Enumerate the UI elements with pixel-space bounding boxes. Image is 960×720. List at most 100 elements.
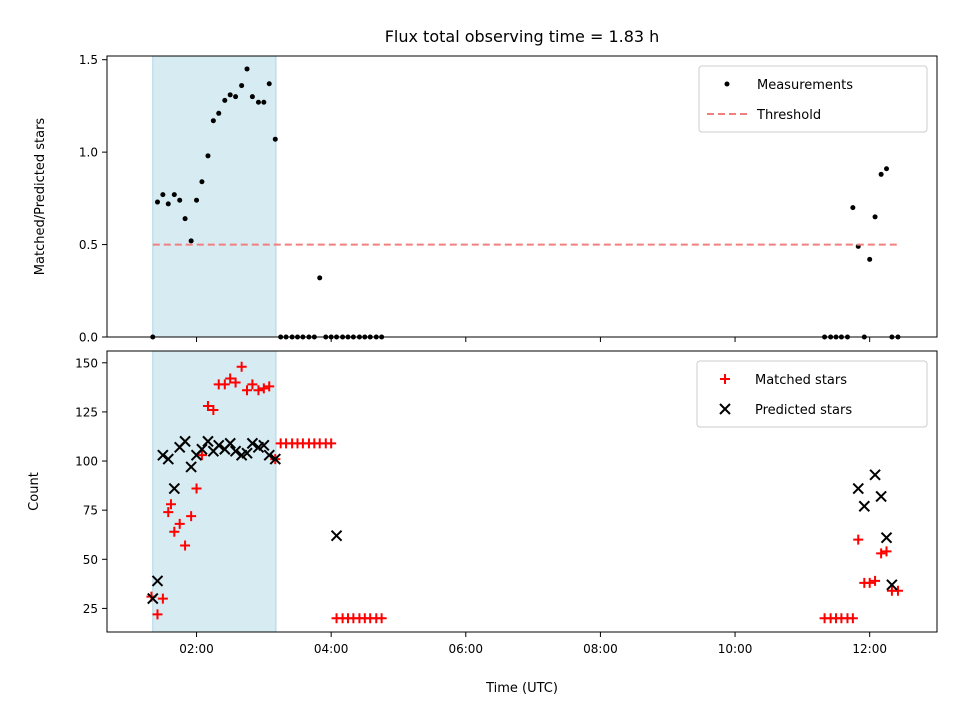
x-tick-label: 04:00: [314, 642, 349, 656]
y-tick-label: 1.5: [79, 53, 98, 67]
matched-star-point: [326, 438, 337, 449]
measurement-point: [233, 94, 239, 100]
measurement-point: [160, 192, 166, 198]
measurement-point: [210, 118, 216, 124]
legend-label: Matched stars: [755, 373, 847, 388]
matched-star-point: [191, 483, 202, 494]
legend-marker-plus: [720, 374, 730, 384]
predicted-star-point: [213, 439, 225, 452]
measurement-point: [205, 153, 211, 159]
measurement-point: [177, 197, 183, 203]
legend-marker-x: [719, 403, 731, 415]
predicted-star-point: [224, 437, 236, 450]
measurement-point: [261, 99, 267, 105]
matched-star-point: [870, 575, 881, 586]
axes-frame: [106, 55, 938, 338]
predicted-star-point: [858, 500, 871, 512]
legend: Matched stars Predicted stars: [696, 360, 928, 428]
y-axis-label: Count: [27, 472, 42, 511]
measurement-point: [222, 97, 228, 103]
measurement-point: [199, 179, 205, 185]
legend-label: Threshold: [756, 108, 821, 123]
predicted-star-point: [162, 453, 174, 465]
measurement-point: [216, 110, 222, 116]
matched-star-point: [196, 450, 207, 461]
measurement-point: [266, 81, 272, 87]
measurement-point: [154, 199, 160, 205]
legend-label: Predicted stars: [755, 403, 852, 418]
measurement-point: [872, 214, 878, 220]
chart-title: Flux total observing time = 1.83 h: [385, 27, 660, 46]
y-tick-label: 0.0: [79, 331, 98, 345]
measurement-point: [165, 201, 171, 207]
observing-span-shade: [152, 350, 277, 633]
predicted-star-point: [185, 461, 197, 473]
predicted-star-point: [241, 447, 253, 459]
predicted-star-point: [258, 439, 270, 452]
matched-star-point: [242, 385, 253, 396]
matched-star-point: [376, 613, 387, 624]
y-tick-label: 50: [83, 553, 98, 567]
matched-star-point: [186, 511, 197, 522]
measurement-point: [194, 197, 200, 203]
measurement-point: [317, 275, 323, 281]
predicted-star-point: [330, 530, 343, 542]
matched-star-point: [230, 377, 241, 388]
matched-star-point: [180, 540, 191, 551]
matched-star-point: [253, 385, 264, 396]
series-matched-stars: [146, 361, 903, 624]
observing-span-shade: [152, 55, 277, 338]
legend-marker-dot: [724, 81, 730, 87]
x-tick-label: 06:00: [448, 642, 483, 656]
matched-star-point: [225, 373, 236, 384]
matched-star-point: [174, 518, 185, 529]
matched-star-point: [202, 401, 213, 412]
predicted-star-point: [263, 449, 275, 461]
predicted-star-point: [151, 575, 164, 587]
predicted-star-point: [157, 449, 169, 461]
y-tick-label: 100: [75, 455, 98, 469]
predicted-star-point: [168, 482, 181, 495]
measurement-point: [239, 83, 245, 89]
predicted-star-point: [202, 435, 214, 448]
measurement-point: [171, 192, 177, 198]
predicted-star-point: [852, 482, 864, 495]
predicted-star-point: [880, 531, 893, 544]
matched-star-point: [876, 548, 887, 559]
measurement-point: [227, 92, 233, 98]
predicted-star-point: [196, 443, 208, 455]
series-predicted-stars: [147, 435, 898, 605]
matched-star-point: [247, 379, 258, 390]
matched-star-point: [165, 499, 176, 510]
y-tick-label: 125: [75, 405, 98, 419]
legend: Measurements Threshold: [698, 65, 928, 133]
x-tick-label: 02:00: [179, 642, 214, 656]
x-tick-label: 12:00: [852, 642, 887, 656]
measurement-point: [884, 166, 890, 172]
y-tick-label: 75: [83, 504, 98, 518]
y-axis-label: Matched/Predicted stars: [33, 118, 48, 276]
measurement-point: [272, 136, 278, 142]
predicted-star-point: [886, 579, 898, 591]
measurement-point: [867, 256, 873, 262]
matched-star-point: [163, 507, 174, 518]
matched-star-point: [152, 609, 163, 620]
predicted-star-point: [269, 453, 281, 465]
x-axis-label: Time (UTC): [485, 681, 558, 696]
legend-box: [696, 360, 928, 428]
predicted-star-point: [147, 592, 159, 605]
matched-star-point: [892, 585, 903, 596]
y-tick-label: 25: [83, 602, 98, 616]
matched-star-point: [219, 379, 230, 390]
measurement-point: [255, 99, 261, 105]
matched-star-point: [264, 381, 275, 392]
matched-star-point: [236, 361, 247, 372]
y-tick-label: 150: [75, 356, 98, 370]
matched-star-point: [853, 534, 864, 545]
matched-star-point: [258, 383, 269, 394]
predicted-star-point: [875, 490, 887, 503]
predicted-star-point: [246, 437, 259, 450]
matched-star-point: [847, 613, 858, 624]
legend-box: [698, 65, 928, 133]
